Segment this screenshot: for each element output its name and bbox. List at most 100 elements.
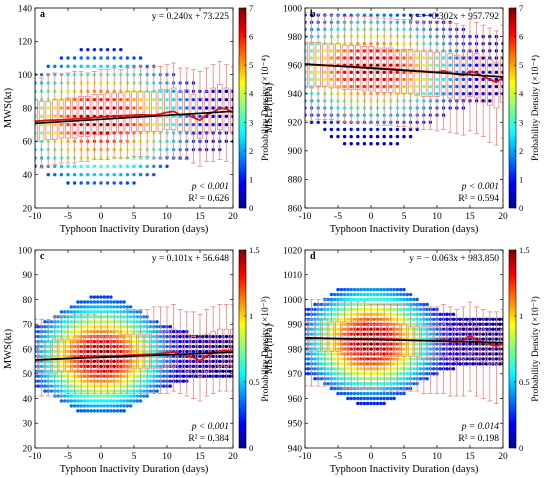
scatter-point xyxy=(359,317,363,321)
scatter-point xyxy=(372,307,376,312)
scatter-point xyxy=(362,396,367,401)
scatter-point xyxy=(379,302,383,307)
scatter-point xyxy=(389,391,393,396)
y-tick-label: 90 xyxy=(23,271,33,281)
scatter-point xyxy=(105,404,110,408)
scatter-point xyxy=(399,367,403,371)
scatter-point xyxy=(132,56,136,60)
scatter-point xyxy=(425,302,429,307)
scatter-point xyxy=(309,77,314,82)
box-body xyxy=(401,49,407,95)
scatter-point xyxy=(92,305,97,309)
scatter-point xyxy=(119,106,123,110)
box-plot xyxy=(38,318,45,397)
scatter-point xyxy=(359,312,363,317)
scatter-point xyxy=(498,322,502,326)
colorbar-tick-label: 6 xyxy=(249,32,253,42)
scatter-point xyxy=(395,332,400,336)
scatter-point xyxy=(115,369,120,373)
scatter-point xyxy=(346,312,350,317)
box-body xyxy=(85,95,91,137)
scatter-point xyxy=(382,56,386,60)
scatter-point xyxy=(435,327,439,331)
scatter-point xyxy=(162,379,166,383)
scatter-point xyxy=(441,342,446,346)
scatter-point xyxy=(415,63,419,67)
scatter-point xyxy=(132,339,136,344)
scatter-point xyxy=(336,127,340,132)
scatter-point xyxy=(56,379,60,383)
box-body xyxy=(427,50,434,97)
scatter-point xyxy=(382,401,386,406)
scatter-point xyxy=(59,114,64,119)
scatter-point xyxy=(339,297,343,302)
scatter-point xyxy=(72,122,77,127)
box-body xyxy=(38,341,45,375)
scatter-point xyxy=(228,369,232,373)
scatter-point xyxy=(191,359,196,364)
scatter-point xyxy=(35,349,37,354)
scatter-point xyxy=(382,352,386,356)
scatter-point xyxy=(362,287,367,292)
scatter-point xyxy=(105,339,110,344)
scatter-point xyxy=(306,352,310,356)
scatter-point xyxy=(389,352,393,356)
box-plot xyxy=(85,313,91,394)
scatter-point xyxy=(392,386,396,391)
scatter-point xyxy=(112,64,116,69)
scatter-point xyxy=(412,302,416,307)
scatter-point xyxy=(494,63,499,67)
scatter-point xyxy=(342,297,347,302)
box-plot xyxy=(460,306,467,397)
scatter-point xyxy=(46,122,50,127)
scatter-point xyxy=(135,399,139,403)
scatter-point xyxy=(339,287,343,292)
scatter-point xyxy=(474,327,479,331)
scatter-point xyxy=(402,70,406,74)
x-tick-label: -5 xyxy=(64,212,72,222)
scatter-point xyxy=(375,396,380,401)
scatter-point xyxy=(356,342,360,346)
scatter-point xyxy=(375,332,380,336)
scatter-point xyxy=(405,357,409,361)
box-body xyxy=(71,338,78,372)
scatter-point xyxy=(481,70,485,74)
scatter-point xyxy=(92,47,97,52)
scatter-point xyxy=(178,359,182,364)
scatter-point xyxy=(62,334,67,339)
scatter-point xyxy=(346,317,350,321)
y-tick-label: 950 xyxy=(288,420,303,430)
scatter-point xyxy=(336,347,340,351)
scatter-point xyxy=(501,317,503,321)
scatter-point xyxy=(218,89,222,94)
scatter-point xyxy=(336,70,340,74)
scatter-point xyxy=(313,357,317,361)
scatter-point xyxy=(415,56,419,60)
scatter-point xyxy=(92,409,97,413)
scatter-point xyxy=(43,379,47,383)
scatter-point xyxy=(399,307,403,312)
box-plot xyxy=(394,19,401,127)
y-tick-label: 80 xyxy=(23,104,33,114)
box-plot xyxy=(170,62,177,159)
scatter-point xyxy=(138,399,143,403)
box-body xyxy=(217,328,223,367)
scatter-point xyxy=(122,329,126,334)
scatter-point xyxy=(96,394,100,398)
scatter-point xyxy=(155,374,159,378)
scatter-point xyxy=(428,56,433,60)
scatter-point xyxy=(395,142,400,146)
box-plot xyxy=(157,306,164,394)
scatter-point xyxy=(415,327,419,331)
scatter-point xyxy=(138,349,143,354)
colorbar-tick-label: 1 xyxy=(519,311,523,321)
colorbar-tick-label: 7 xyxy=(519,3,523,13)
scatter-point xyxy=(352,317,357,321)
scatter-point xyxy=(92,172,97,177)
box-plot xyxy=(322,14,328,120)
scatter-point xyxy=(395,287,400,292)
scatter-point xyxy=(92,344,97,349)
scatter-point xyxy=(362,84,367,89)
scatter-point xyxy=(185,339,189,344)
